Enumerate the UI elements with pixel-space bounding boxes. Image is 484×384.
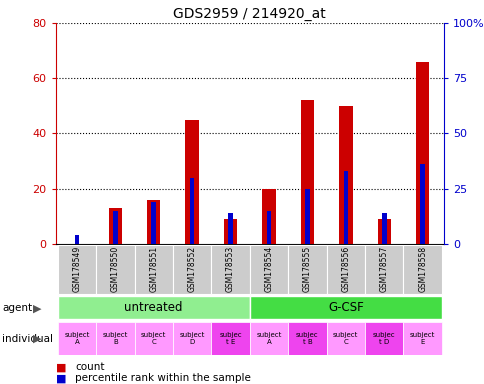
Bar bbox=[173, 322, 211, 354]
Bar bbox=[287, 245, 326, 294]
Bar bbox=[189, 178, 194, 244]
Bar bbox=[134, 322, 173, 354]
Text: subject
C: subject C bbox=[333, 332, 358, 345]
Bar bbox=[403, 245, 441, 294]
Bar bbox=[415, 62, 428, 244]
Bar bbox=[262, 189, 275, 244]
Text: ■: ■ bbox=[56, 362, 66, 372]
Bar bbox=[58, 322, 96, 354]
Bar bbox=[381, 213, 386, 244]
Bar bbox=[326, 245, 364, 294]
Bar bbox=[364, 245, 403, 294]
Bar bbox=[211, 245, 249, 294]
Text: subject
D: subject D bbox=[179, 332, 204, 345]
Text: GSM178556: GSM178556 bbox=[341, 246, 349, 292]
Bar bbox=[113, 211, 118, 244]
Text: GSM178552: GSM178552 bbox=[187, 246, 196, 292]
Text: percentile rank within the sample: percentile rank within the sample bbox=[75, 373, 251, 383]
Bar bbox=[287, 322, 326, 354]
Bar bbox=[58, 245, 96, 294]
Bar bbox=[96, 245, 134, 294]
Bar bbox=[151, 202, 156, 244]
Bar bbox=[108, 208, 122, 244]
Bar bbox=[266, 211, 271, 244]
Bar bbox=[420, 164, 424, 244]
Title: GDS2959 / 214920_at: GDS2959 / 214920_at bbox=[173, 7, 325, 21]
Text: subject
A: subject A bbox=[64, 332, 90, 345]
Text: subjec
t B: subjec t B bbox=[295, 332, 318, 345]
Bar bbox=[173, 245, 211, 294]
Text: subjec
t D: subjec t D bbox=[372, 332, 395, 345]
Bar bbox=[228, 213, 232, 244]
Text: subject
A: subject A bbox=[256, 332, 281, 345]
Text: GSM178553: GSM178553 bbox=[226, 246, 235, 292]
Bar bbox=[249, 322, 287, 354]
Bar bbox=[338, 106, 352, 244]
Bar bbox=[364, 322, 403, 354]
Bar bbox=[249, 296, 441, 319]
Bar bbox=[75, 235, 79, 244]
Text: untreated: untreated bbox=[124, 301, 182, 314]
Text: subject
B: subject B bbox=[103, 332, 128, 345]
Text: G-CSF: G-CSF bbox=[327, 301, 363, 314]
Text: individual: individual bbox=[2, 334, 53, 344]
Bar bbox=[147, 200, 160, 244]
Bar bbox=[249, 245, 287, 294]
Bar bbox=[96, 322, 134, 354]
Bar bbox=[343, 171, 348, 244]
Text: subject
E: subject E bbox=[409, 332, 435, 345]
Bar bbox=[377, 219, 390, 244]
Text: GSM178551: GSM178551 bbox=[149, 246, 158, 292]
Bar bbox=[326, 322, 364, 354]
Text: GSM178557: GSM178557 bbox=[379, 246, 388, 292]
Bar bbox=[224, 219, 237, 244]
Text: GSM178550: GSM178550 bbox=[110, 246, 120, 292]
Bar bbox=[403, 322, 441, 354]
Text: ▶: ▶ bbox=[33, 303, 42, 313]
Text: ■: ■ bbox=[56, 373, 66, 383]
Bar bbox=[134, 245, 173, 294]
Text: agent: agent bbox=[2, 303, 32, 313]
Text: count: count bbox=[75, 362, 105, 372]
Text: GSM178558: GSM178558 bbox=[417, 246, 426, 292]
Bar bbox=[211, 322, 249, 354]
Bar bbox=[300, 100, 314, 244]
Text: subject
C: subject C bbox=[141, 332, 166, 345]
Text: GSM178555: GSM178555 bbox=[302, 246, 311, 292]
Text: subjec
t E: subjec t E bbox=[219, 332, 242, 345]
Bar bbox=[185, 120, 198, 244]
Text: GSM178549: GSM178549 bbox=[72, 246, 81, 292]
Bar bbox=[58, 296, 249, 319]
Text: GSM178554: GSM178554 bbox=[264, 246, 273, 292]
Bar bbox=[304, 189, 309, 244]
Text: ▶: ▶ bbox=[33, 334, 42, 344]
